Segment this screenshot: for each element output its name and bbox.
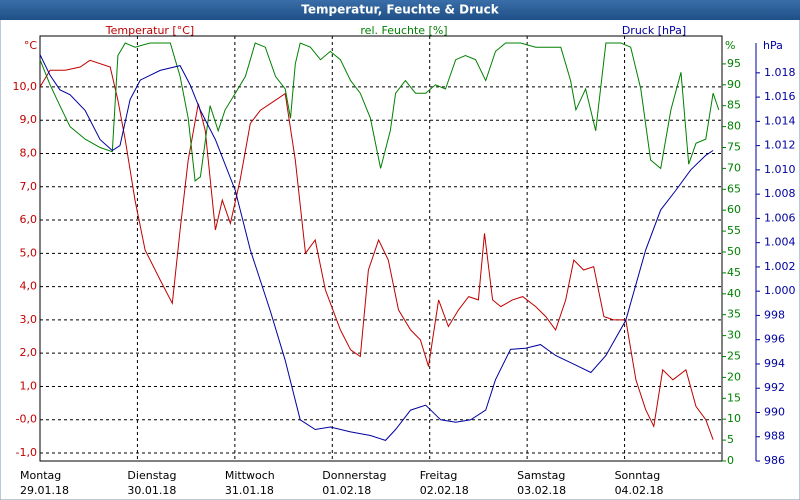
y3-tick-label: 1.014: [764, 114, 796, 127]
y2-tick-label: 75: [727, 141, 741, 154]
y3-tick-label: 990: [764, 405, 785, 418]
data-line: [39, 59, 714, 440]
y2-tick-label: 90: [727, 78, 741, 91]
y3-tick-label: 996: [764, 333, 785, 346]
y2-tick-label: 70: [727, 161, 741, 174]
y2-tick-label: 10: [727, 412, 741, 425]
plot-area: [39, 35, 723, 462]
y2-tick-label: 50: [727, 245, 741, 258]
y-tick-label: 6,0: [20, 213, 38, 226]
y2-tick-label: 45: [727, 266, 741, 279]
x-tick-label: Montag: [20, 469, 61, 482]
x-tick-label: Dienstag: [127, 469, 176, 482]
y2-tick-label: 55: [727, 224, 741, 237]
data-line: [39, 42, 720, 182]
series-heading: Druck [hPa]: [622, 24, 686, 37]
y3-tick-label: 992: [764, 381, 785, 394]
y3-tick-label: 986: [764, 454, 785, 467]
x-tick-date: 02.02.18: [420, 484, 469, 497]
title-bar: [0, 0, 800, 20]
y2-tick-label: 0: [727, 454, 734, 467]
y-tick-label: 8,0: [20, 146, 38, 159]
y3-tick-label: 998: [764, 308, 785, 321]
y-tick-label: 9,0: [20, 113, 38, 126]
y2-tick-label: 65: [727, 182, 741, 195]
chart-title: Temperatur, Feuchte & Druck: [301, 3, 499, 17]
y-tick-label: 3,0: [20, 313, 38, 326]
y3-tick-label: 1.004: [764, 236, 796, 249]
y-tick-label: 2,0: [20, 346, 38, 359]
y3-tick-label: 988: [764, 430, 785, 443]
x-tick-label: Donnerstag: [322, 469, 386, 482]
y3-tick-label: 994: [764, 357, 785, 370]
y-tick-label: 7,0: [20, 180, 38, 193]
y3-tick-label: 1.016: [764, 90, 796, 103]
y2-tick-label: 30: [727, 329, 741, 342]
y3-tick-label: 1.018: [764, 66, 796, 79]
y3-tick-label: 1.008: [764, 187, 796, 200]
y2-tick-label: 25: [727, 350, 741, 363]
series-heading: rel. Feuchte [%]: [360, 24, 447, 37]
x-tick-date: 29.01.18: [20, 484, 69, 497]
x-tick-label: Sonntag: [615, 469, 661, 482]
y3-tick-label: 1.012: [764, 139, 796, 152]
y2-axis-unit: %: [725, 39, 735, 52]
y2-tick-label: 60: [727, 203, 741, 216]
y3-tick-label: 1.010: [764, 163, 796, 176]
y2-tick-label: 85: [727, 99, 741, 112]
x-tick-date: 04.02.18: [615, 484, 664, 497]
y3-tick-label: 1.002: [764, 260, 796, 273]
x-tick-date: 01.02.18: [322, 484, 371, 497]
y2-tick-label: 35: [727, 308, 741, 321]
y-axis-unit: °C: [24, 39, 38, 52]
y-tick-label: 10,0: [13, 80, 38, 93]
y-tick-label: 4,0: [20, 280, 38, 293]
x-tick-label: Freitag: [420, 469, 458, 482]
y3-tick-label: 1.006: [764, 211, 796, 224]
y-tick-label: 1,0: [20, 379, 38, 392]
y2-tick-label: 20: [727, 370, 741, 383]
y2-tick-label: 40: [727, 287, 741, 300]
y3-axis-unit: hPa: [763, 39, 783, 52]
y2-tick-label: 5: [727, 433, 734, 446]
y-tick-label: 5,0: [20, 246, 38, 259]
y-tick-label: -0,0: [16, 413, 37, 426]
data-line: [39, 54, 714, 441]
y3-tick-label: 1.000: [764, 284, 796, 297]
series-heading: Temperatur [°C]: [105, 24, 194, 37]
x-tick-label: Samstag: [517, 469, 565, 482]
x-tick-date: 30.01.18: [127, 484, 176, 497]
y2-tick-label: 95: [727, 57, 741, 70]
y2-tick-label: 15: [727, 391, 741, 404]
x-tick-label: Mittwoch: [225, 469, 275, 482]
y2-tick-label: 80: [727, 120, 741, 133]
x-tick-date: 03.02.18: [517, 484, 566, 497]
x-tick-date: 31.01.18: [225, 484, 274, 497]
y-tick-label: -1,0: [16, 446, 37, 459]
